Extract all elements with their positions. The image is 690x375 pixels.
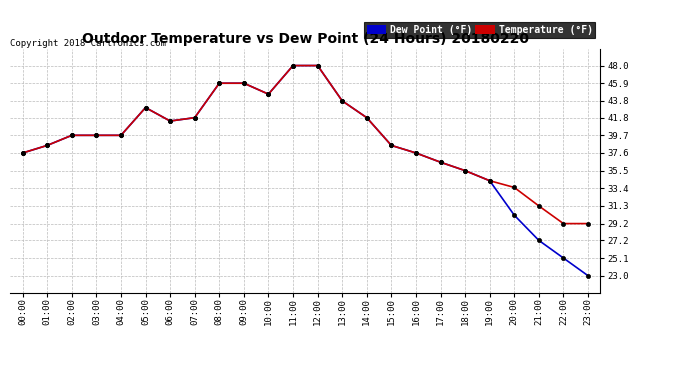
Title: Outdoor Temperature vs Dew Point (24 Hours) 20180220: Outdoor Temperature vs Dew Point (24 Hou… <box>82 32 529 46</box>
Legend: Dew Point (°F), Temperature (°F): Dew Point (°F), Temperature (°F) <box>364 22 595 38</box>
Text: Copyright 2018 Cartronics.com: Copyright 2018 Cartronics.com <box>10 39 166 48</box>
